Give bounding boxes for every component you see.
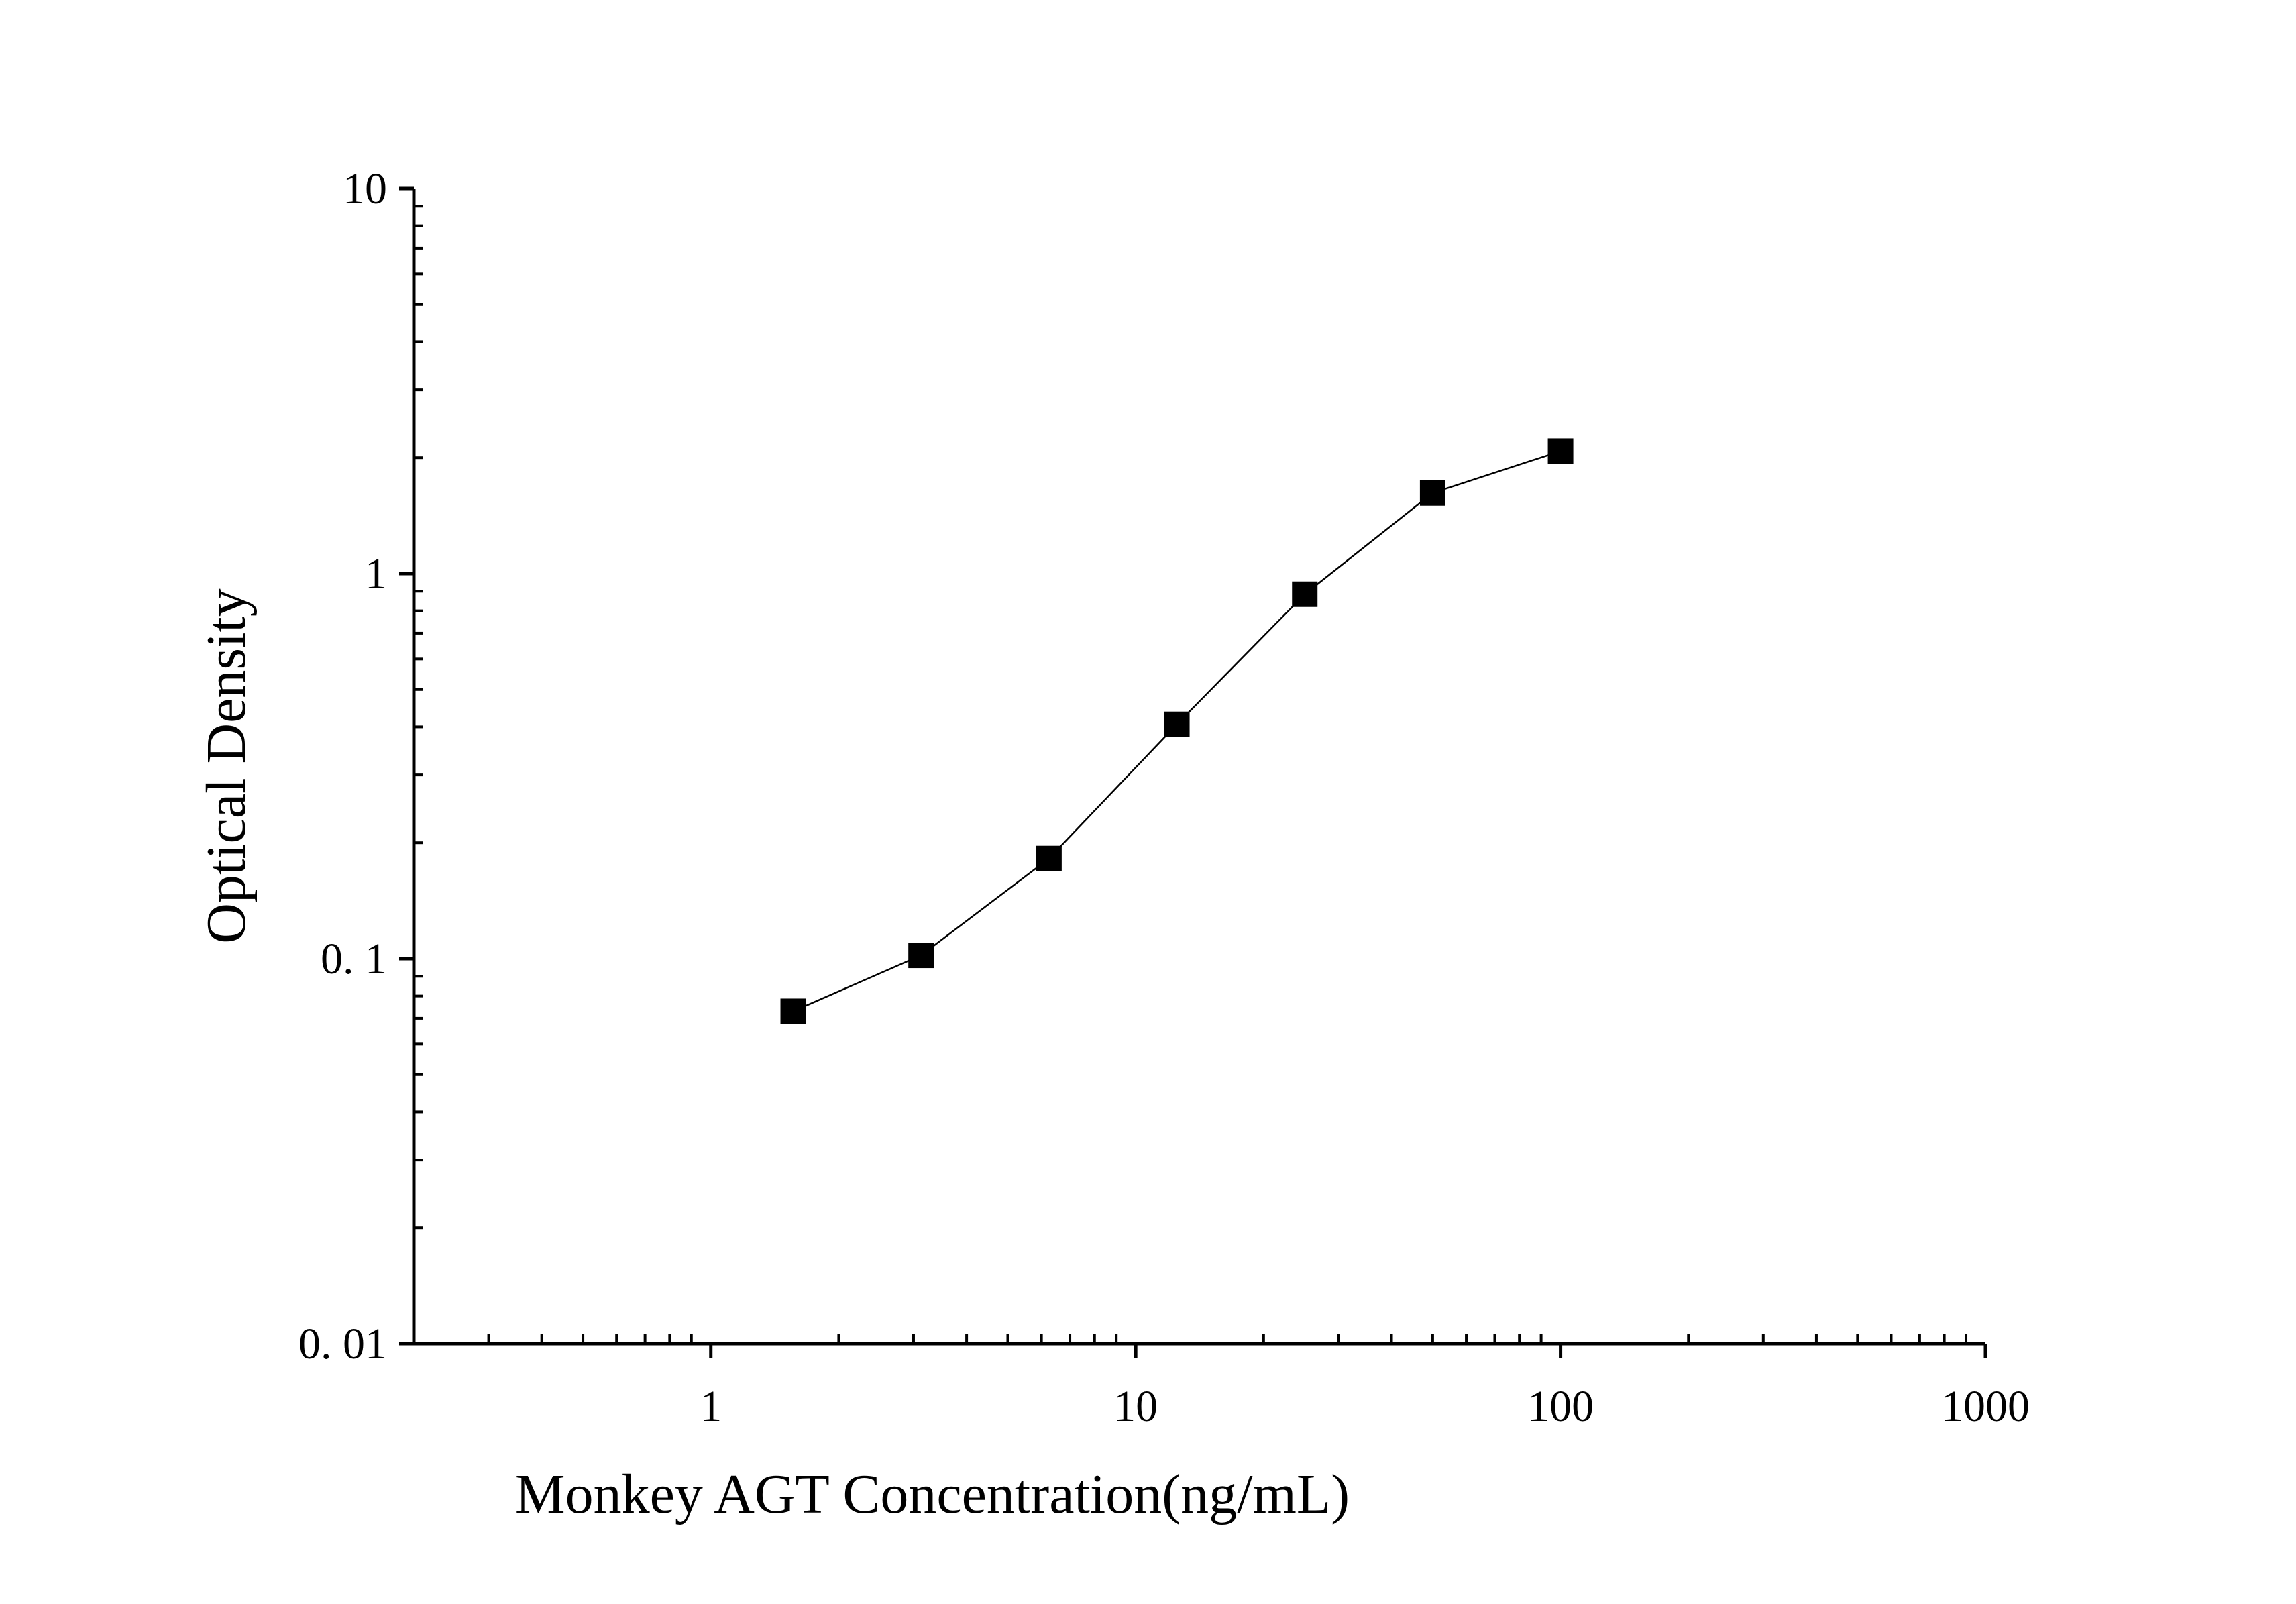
y-tick-label: 0. 01 — [298, 1320, 387, 1369]
series — [780, 438, 1574, 1024]
x-tick-label: 100 — [1527, 1382, 1594, 1431]
data-point — [1292, 581, 1318, 607]
y-tick-label: 10 — [343, 164, 387, 213]
x-tick-label: 1 — [700, 1382, 722, 1431]
tick-labels: 1 10 100 1000 0. 01 0. 1 1 10 — [298, 164, 2030, 1431]
data-point — [908, 943, 934, 969]
data-point — [1036, 845, 1062, 871]
y-tick-label: 1 — [365, 549, 387, 598]
x-tick-label: 1000 — [1941, 1382, 2030, 1431]
x-axis-label: Monkey AGT Concentration(ng/mL) — [515, 1463, 1350, 1526]
data-point — [1547, 438, 1574, 464]
axes — [399, 186, 1987, 1358]
y-axis-label: Optical Density — [195, 588, 258, 944]
x-tick-label: 10 — [1113, 1382, 1158, 1431]
data-point — [1164, 711, 1190, 737]
y-tick-label: 0. 1 — [321, 934, 387, 983]
data-point — [780, 998, 806, 1024]
data-point — [1419, 480, 1445, 506]
